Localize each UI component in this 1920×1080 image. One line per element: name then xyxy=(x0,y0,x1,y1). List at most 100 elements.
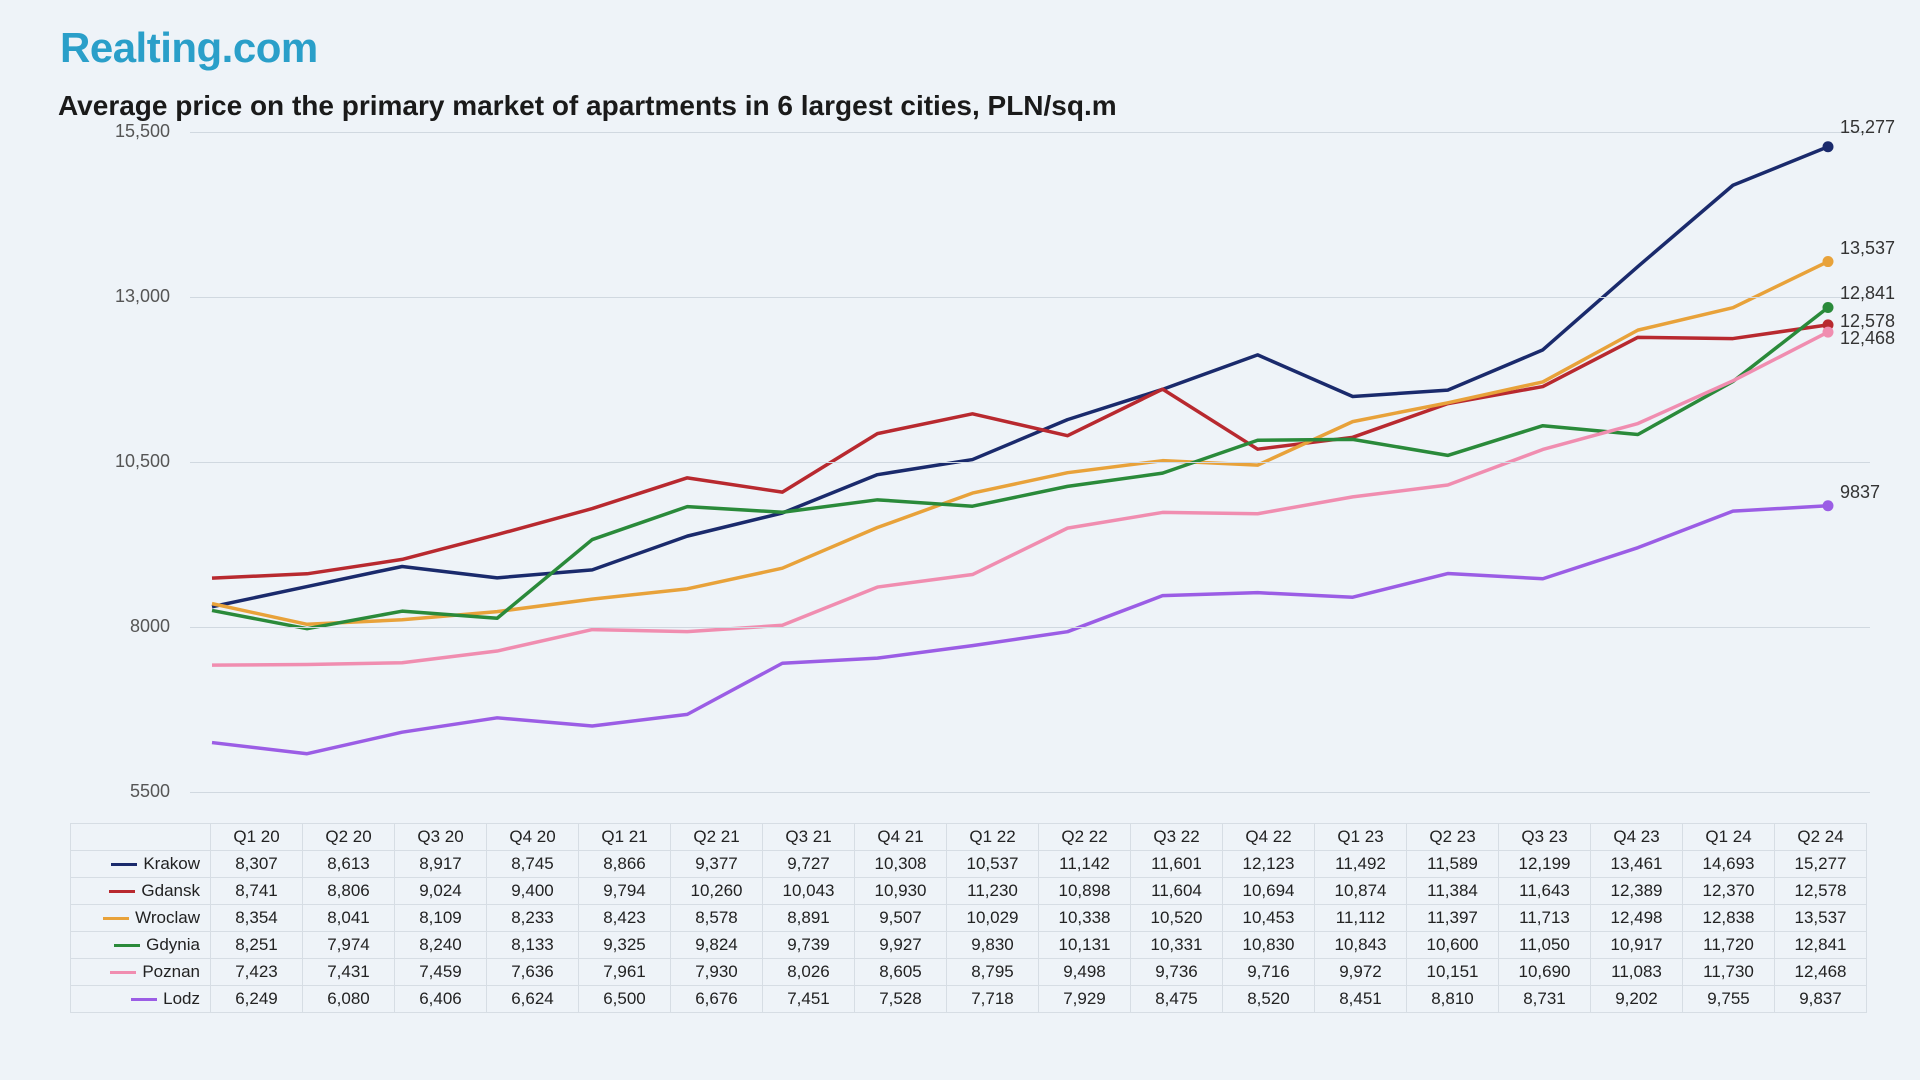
chart-area: 5500800010,50013,00015,50015,27712,57813… xyxy=(70,132,1870,817)
series-end-marker xyxy=(1823,141,1834,152)
series-line-gdansk xyxy=(212,325,1828,578)
series-legend-cell: Gdynia xyxy=(71,932,211,959)
table-cell: 10,131 xyxy=(1039,932,1131,959)
series-name: Wroclaw xyxy=(135,908,200,928)
table-cell: 12,370 xyxy=(1683,878,1775,905)
table-cell: 11,713 xyxy=(1499,905,1591,932)
table-cell: 11,230 xyxy=(947,878,1039,905)
table-column-header: Q1 20 xyxy=(211,824,303,851)
table-body: Krakow8,3078,6138,9178,7458,8669,3779,72… xyxy=(71,851,1867,1013)
gridline xyxy=(190,627,1870,628)
table-cell: 11,492 xyxy=(1315,851,1407,878)
table-cell: 10,843 xyxy=(1315,932,1407,959)
table-cell: 10,043 xyxy=(763,878,855,905)
table-row: Gdansk8,7418,8069,0249,4009,79410,26010,… xyxy=(71,878,1867,905)
table-row: Poznan7,4237,4317,4597,6367,9617,9308,02… xyxy=(71,959,1867,986)
series-end-label: 12,468 xyxy=(1840,328,1895,349)
table-row: Gdynia8,2517,9748,2408,1339,3259,8249,73… xyxy=(71,932,1867,959)
series-end-label: 13,537 xyxy=(1840,238,1895,259)
table-cell: 8,026 xyxy=(763,959,855,986)
table-cell: 9,927 xyxy=(855,932,947,959)
table-column-header: Q4 22 xyxy=(1223,824,1315,851)
table-cell: 8,354 xyxy=(211,905,303,932)
table-cell: 7,451 xyxy=(763,986,855,1013)
table-cell: 10,830 xyxy=(1223,932,1315,959)
y-axis-tick: 13,000 xyxy=(70,286,170,307)
series-line-lodz xyxy=(212,506,1828,754)
table-cell: 10,331 xyxy=(1131,932,1223,959)
table-cell: 11,050 xyxy=(1499,932,1591,959)
table-cell: 8,810 xyxy=(1407,986,1499,1013)
table-cell: 11,720 xyxy=(1683,932,1775,959)
table-row: Wroclaw8,3548,0418,1098,2338,4238,5788,8… xyxy=(71,905,1867,932)
table-column-header: Q1 24 xyxy=(1683,824,1775,851)
table-column-header: Q4 23 xyxy=(1591,824,1683,851)
table-cell: 8,307 xyxy=(211,851,303,878)
table-column-header: Q3 23 xyxy=(1499,824,1591,851)
series-legend-cell: Wroclaw xyxy=(71,905,211,932)
table-cell: 10,338 xyxy=(1039,905,1131,932)
table-cell: 9,325 xyxy=(579,932,671,959)
legend-swatch xyxy=(103,917,129,920)
table-cell: 9,727 xyxy=(763,851,855,878)
table-cell: 11,601 xyxy=(1131,851,1223,878)
table-cell: 7,528 xyxy=(855,986,947,1013)
table-cell: 8,041 xyxy=(303,905,395,932)
table-cell: 7,930 xyxy=(671,959,763,986)
table-cell: 9,400 xyxy=(487,878,579,905)
series-end-marker xyxy=(1823,327,1834,338)
table-cell: 10,600 xyxy=(1407,932,1499,959)
table-cell: 8,731 xyxy=(1499,986,1591,1013)
table-cell: 9,377 xyxy=(671,851,763,878)
table-cell: 13,537 xyxy=(1775,905,1867,932)
legend-swatch xyxy=(114,944,140,947)
table-cell: 8,806 xyxy=(303,878,395,905)
table-cell: 8,520 xyxy=(1223,986,1315,1013)
table-cell: 7,431 xyxy=(303,959,395,986)
table-column-header: Q3 20 xyxy=(395,824,487,851)
table-cell: 8,133 xyxy=(487,932,579,959)
table-row: Lodz6,2496,0806,4066,6246,5006,6767,4517… xyxy=(71,986,1867,1013)
table-column-header: Q2 21 xyxy=(671,824,763,851)
series-end-label: 9837 xyxy=(1840,482,1880,503)
legend-swatch xyxy=(109,890,135,893)
series-name: Poznan xyxy=(142,962,200,982)
table-cell: 12,389 xyxy=(1591,878,1683,905)
table-cell: 9,736 xyxy=(1131,959,1223,986)
table-cell: 6,624 xyxy=(487,986,579,1013)
table-cell: 9,972 xyxy=(1315,959,1407,986)
table-cell: 9,824 xyxy=(671,932,763,959)
series-name: Gdynia xyxy=(146,935,200,955)
series-legend-cell: Gdansk xyxy=(71,878,211,905)
table-cell: 10,260 xyxy=(671,878,763,905)
table-cell: 9,794 xyxy=(579,878,671,905)
y-axis-tick: 10,500 xyxy=(70,451,170,472)
legend-swatch xyxy=(110,971,136,974)
table-cell: 13,461 xyxy=(1591,851,1683,878)
table-cell: 11,397 xyxy=(1407,905,1499,932)
series-end-marker xyxy=(1823,302,1834,313)
table-cell: 10,898 xyxy=(1039,878,1131,905)
table-cell: 12,838 xyxy=(1683,905,1775,932)
table-column-header: Q1 22 xyxy=(947,824,1039,851)
table-cell: 8,423 xyxy=(579,905,671,932)
table-cell: 11,112 xyxy=(1315,905,1407,932)
table-cell: 11,604 xyxy=(1131,878,1223,905)
table-cell: 12,468 xyxy=(1775,959,1867,986)
table-cell: 8,745 xyxy=(487,851,579,878)
table-column-header: Q4 21 xyxy=(855,824,947,851)
y-axis-tick: 15,500 xyxy=(70,121,170,142)
data-table: Q1 20Q2 20Q3 20Q4 20Q1 21Q2 21Q3 21Q4 21… xyxy=(70,823,1867,1013)
table-cell: 7,423 xyxy=(211,959,303,986)
table-cell: 10,308 xyxy=(855,851,947,878)
table-row: Krakow8,3078,6138,9178,7458,8669,3779,72… xyxy=(71,851,1867,878)
gridline xyxy=(190,462,1870,463)
table-corner-cell xyxy=(71,824,211,851)
gridline xyxy=(190,297,1870,298)
table-cell: 10,694 xyxy=(1223,878,1315,905)
series-name: Krakow xyxy=(143,854,200,874)
series-end-label: 12,841 xyxy=(1840,283,1895,304)
table-cell: 9,739 xyxy=(763,932,855,959)
table-cell: 10,917 xyxy=(1591,932,1683,959)
table-cell: 8,605 xyxy=(855,959,947,986)
